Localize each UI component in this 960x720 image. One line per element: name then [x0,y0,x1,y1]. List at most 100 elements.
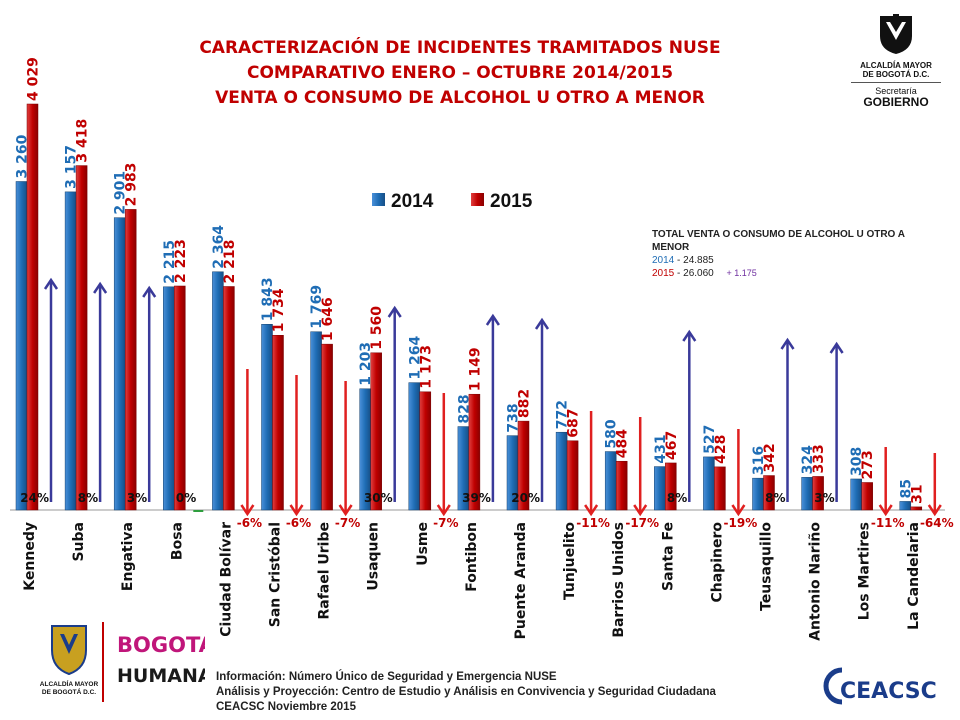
title-line-3: VENTA O CONSUMO DE ALCOHOL U OTRO A MENO… [215,88,705,108]
bar-value-label-2014: 580 [604,419,620,448]
category-label: Santa Fe [660,522,676,591]
bar-value-label-2015: 687 [566,409,582,438]
bar-value-label-2015: 428 [713,435,729,464]
bar-value-label-2015: 2 218 [222,240,238,284]
totals-2014-value: - 24.885 [677,255,714,266]
footer-line-2: Análisis y Proyección: Centro de Estudio… [216,686,716,698]
bar-value-label-2014: 772 [555,400,571,429]
change-arrowhead-up [682,329,697,342]
change-arrowhead-down [927,504,942,517]
alcaldia-secretaria-logo: ALCALDÍA MAYOR DE BOGOTÁ D.C. Secretaría… [836,12,956,109]
change-percent-label: 8% [765,491,785,505]
category-label: Suba [71,522,87,562]
bar-value-label-2015: 4 029 [26,57,42,101]
logo-bottom-line-1: ALCALDÍA MAYOR [40,679,99,688]
bar-value-label-2015: 273 [860,450,876,479]
category-label: Chapinero [709,522,725,603]
bar-value-label-2015: 333 [811,444,827,473]
bar-value-label-2015: 484 [615,429,631,458]
footer-line-3: CEACSC Noviembre 2015 [216,701,356,713]
bar-2014 [163,286,175,511]
chart-title: CARACTERIZACIÓN DE INCIDENTES TRAMITADOS… [150,36,770,111]
change-percent-label: -64% [920,516,954,530]
humana-line-1: BOGOTÁ [117,632,205,657]
bar-value-label-2014: 1 843 [260,277,276,321]
change-percent-label: 3% [127,491,147,505]
change-percent-label: 30% [364,491,393,505]
change-percent-label: -6% [286,516,311,530]
bar-value-label-2014: 431 [653,434,669,463]
bar-value-label-2015: 1 560 [369,306,385,350]
bar-value-label-2014: 828 [456,394,472,423]
footer-line-1: Información: Número Único de Seguridad y… [216,671,557,683]
bar-2014 [15,181,28,511]
bar-value-label-2015: 1 173 [418,345,434,389]
change-percent-label: 20% [511,491,540,505]
totals-row-2015: 2015 - 26.060 + 1.175 [652,267,912,280]
logo-divider [102,622,104,702]
bar-value-label-2015: 2 223 [173,239,189,283]
change-arrowhead-down [436,504,451,517]
bar-value-label-2014: 308 [849,447,865,476]
bar-2015 [370,352,382,511]
totals-2014-year: 2014 [652,255,675,266]
category-label: Engativa [120,522,136,591]
category-label: La Candelaria [906,522,922,630]
bar-value-label-2014: 324 [800,445,816,474]
ceacsc-logo: CEACSC [823,667,937,705]
bar-value-label-2014: 2 215 [162,240,178,284]
totals-2015-year: 2015 [652,268,675,279]
totals-heading: TOTAL VENTA O CONSUMO DE ALCOHOL U OTRO … [652,229,905,253]
bar-value-label-2014: 1 203 [358,342,374,386]
change-arrowhead-up [43,277,59,290]
bar-2014 [408,382,421,511]
bar-value-label-2015: 1 646 [320,297,336,341]
category-label: Barrios Unidos [611,522,627,638]
bogota-coat-of-arms-icon [880,14,912,54]
bar-2015 [615,460,628,511]
bar-2015 [910,506,923,511]
change-percent-label: 0% [176,491,196,505]
bar-value-label-2014: 3 260 [15,134,31,178]
change-arrowhead-up [93,281,108,294]
change-arrowhead-down [731,504,746,517]
logo-bottom-line-2: DE BOGOTÁ D.C. [42,687,96,696]
bar-2015 [468,393,481,511]
change-percent-label: -17% [625,516,659,530]
change-arrowhead-up [534,317,550,330]
bar-2015 [419,391,432,511]
category-label: Ciudad Bolívar [218,522,234,637]
bar-value-label-2015: 342 [762,443,778,472]
alcaldia-bottom-logo: ALCALDÍA MAYOR DE BOGOTÁ D.C. [40,625,99,696]
change-arrowhead-up [485,313,500,326]
category-label: Teusaquillo [759,522,775,611]
bar-value-label-2014: 527 [702,425,718,454]
bar-2015 [763,475,775,511]
bar-2015 [124,209,137,511]
bar-value-label-2014: 316 [751,446,767,475]
bar-2014 [212,271,224,511]
change-percent-label: -11% [576,516,610,530]
bar-2015 [223,286,235,511]
logo-top-divider [851,82,941,83]
bar-value-label-2014: 2 364 [211,225,227,269]
bar-2014 [261,324,273,511]
humana-line-2: HUMANA [117,665,205,687]
change-percent-label: -6% [237,516,262,530]
totals-2015-value: - 26.060 [677,268,714,279]
change-arrowhead-down [338,504,353,517]
bar-value-label-2014: 2 901 [113,171,129,215]
change-arrowhead-down [878,504,893,517]
category-label: Puente Aranda [513,522,529,639]
totals-box: TOTAL VENTA O CONSUMO DE ALCOHOL U OTRO … [652,228,912,280]
bar-2015 [812,476,824,511]
bar-2014 [604,451,617,511]
bar-value-label-2014: 738 [506,403,522,432]
legend-swatch-2015 [471,193,484,206]
category-label: San Cristóbal [268,522,284,627]
bar-value-label-2015: 2 983 [124,163,140,207]
category-label: Usaquen [366,522,382,591]
bar-value-label-2015: 1 149 [467,347,483,391]
legend-swatch-2014 [372,193,385,206]
category-label: Rafael Uribe [317,522,333,620]
